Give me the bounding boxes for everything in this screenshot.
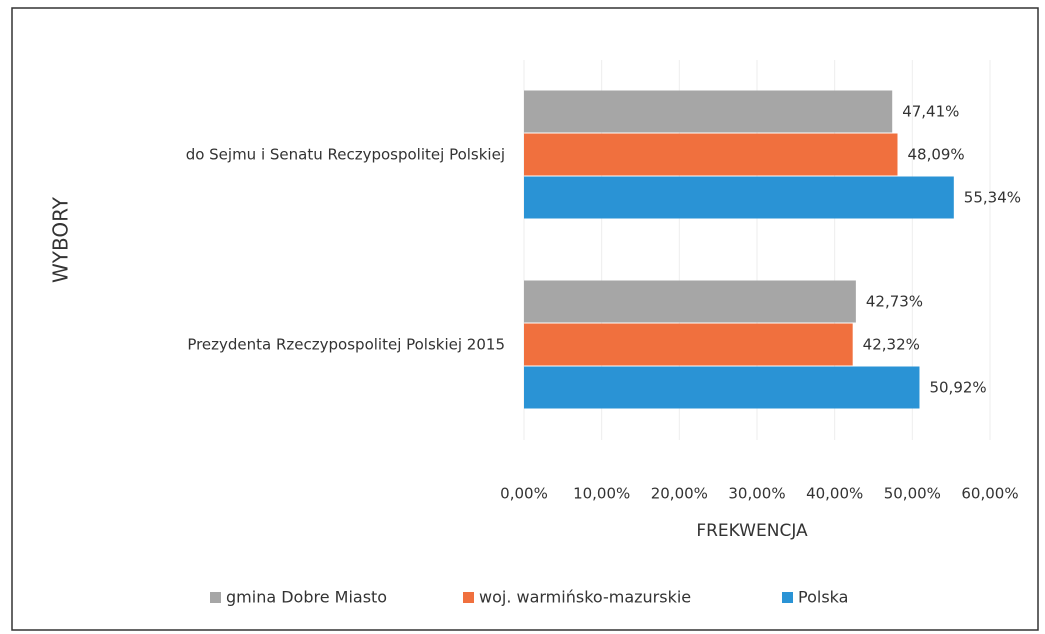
bar	[524, 176, 954, 219]
x-tick-label: 50,00%	[884, 485, 941, 503]
category-label: do Sejmu i Senatu Reczypospolitej Polski…	[186, 146, 505, 164]
y-axis-title: WYBORY	[49, 196, 73, 283]
legend-swatch	[782, 592, 793, 603]
data-label: 42,32%	[863, 336, 920, 354]
legend-label: Polska	[798, 588, 848, 607]
data-label: 48,09%	[907, 146, 964, 164]
x-tick-label: 20,00%	[651, 485, 708, 503]
bar	[524, 90, 893, 133]
x-tick-label: 30,00%	[728, 485, 785, 503]
x-tick-label: 0,00%	[500, 485, 548, 503]
bar	[524, 323, 853, 366]
x-tick-label: 40,00%	[806, 485, 863, 503]
data-label: 47,41%	[902, 103, 959, 121]
data-label: 42,73%	[866, 293, 923, 311]
data-label: 50,92%	[929, 379, 986, 397]
bar	[524, 366, 920, 409]
category-label: Prezydenta Rzeczypospolitej Polskiej 201…	[187, 336, 505, 354]
x-axis-title: FREKWENCJA	[696, 521, 808, 541]
bar	[524, 133, 898, 176]
legend-swatch	[210, 592, 221, 603]
legend-swatch	[463, 592, 474, 603]
legend-label: woj. warmińsko-mazurskie	[479, 588, 691, 607]
data-label: 55,34%	[964, 189, 1021, 207]
x-tick-label: 10,00%	[573, 485, 630, 503]
bar	[524, 280, 856, 323]
legend-label: gmina Dobre Miasto	[226, 588, 387, 607]
x-tick-label: 60,00%	[961, 485, 1018, 503]
